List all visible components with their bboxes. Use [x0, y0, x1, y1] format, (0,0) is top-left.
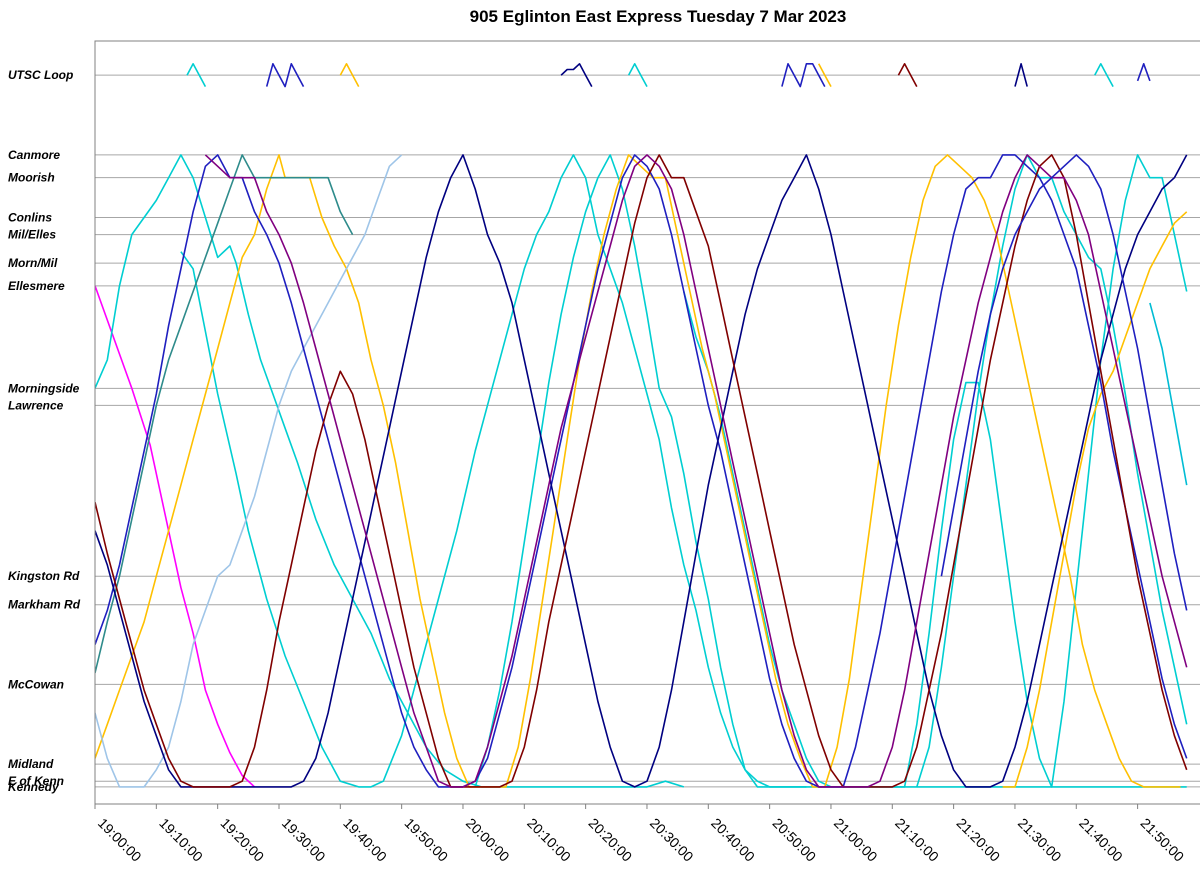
stop-label-4: Mil/Elles	[8, 228, 56, 242]
x-tick-label-0: 19:00:00	[95, 815, 145, 865]
stop-label-14: Kennedy	[8, 780, 60, 794]
trip-line-19	[560, 63, 593, 87]
trip-line-10	[95, 154, 354, 674]
stop-label-2: Moorish	[8, 171, 55, 185]
stop-label-11: McCowan	[8, 677, 64, 691]
x-tick-label-3: 19:30:00	[279, 815, 329, 865]
trip-line-23	[897, 63, 918, 87]
trip-line-8	[1002, 211, 1188, 788]
trip-line-4	[683, 154, 1188, 788]
trip-line-5	[916, 154, 1188, 788]
trip-line-18	[339, 63, 360, 87]
trip-line-20	[627, 63, 648, 87]
stop-label-12: Midland	[8, 757, 54, 771]
x-tick-label-17: 21:50:00	[1137, 815, 1187, 865]
trip-lines	[95, 63, 1188, 788]
trip-line-13	[95, 154, 1188, 788]
trip-line-1	[95, 154, 685, 788]
stop-label-5: Morn/Mil	[8, 256, 58, 270]
x-tick-label-15: 21:30:00	[1015, 815, 1065, 865]
stop-label-3: Conlins	[8, 211, 52, 225]
trip-line-25	[1093, 63, 1114, 87]
x-tick-label-11: 20:50:00	[770, 815, 820, 865]
trip-line-14	[204, 154, 1188, 788]
trip-line-12	[95, 154, 1188, 788]
trip-line-22	[817, 63, 832, 87]
x-tick-label-7: 20:10:00	[524, 815, 574, 865]
trip-line-15	[940, 154, 1188, 611]
trip-line-2	[180, 154, 807, 788]
stop-label-7: Morningside	[8, 381, 80, 395]
stop-label-1: Canmore	[8, 148, 60, 162]
x-tick-label-5: 19:50:00	[402, 815, 452, 865]
x-tick-label-12: 21:00:00	[831, 815, 881, 865]
x-tick-label-4: 19:40:00	[340, 815, 390, 865]
trip-line-9	[95, 154, 403, 788]
stop-labels: UTSC Loop Canmore Moorish Conlins Mil/Elles M…	[8, 68, 81, 794]
x-tick-label-2: 19:20:00	[218, 815, 268, 865]
chart-title: 905 Eglinton East Express Tuesday 7 Mar …	[470, 7, 847, 26]
time-axis: 19:00:00 19:10:00 19:20:00 19:30:00 19:40:00…	[94, 804, 1187, 865]
trip-line-17	[265, 63, 305, 88]
stop-label-8: Lawrence	[8, 398, 64, 412]
x-tick-label-13: 21:10:00	[892, 815, 942, 865]
x-tick-label-14: 21:20:00	[953, 815, 1003, 865]
trip-line-0	[95, 285, 256, 788]
x-tick-label-8: 20:20:00	[586, 815, 636, 865]
stop-label-0: UTSC Loop	[8, 68, 73, 82]
stop-label-10: Markham Rd	[8, 598, 81, 612]
x-tick-label-9: 20:30:00	[647, 815, 697, 865]
stop-label-13: E of Kenn	[8, 774, 64, 788]
x-tick-label-6: 20:00:00	[463, 815, 513, 865]
trip-line-11	[95, 154, 1188, 788]
x-tick-label-16: 21:40:00	[1076, 815, 1126, 865]
stop-label-6: Ellesmere	[8, 279, 65, 293]
trip-line-24	[1014, 63, 1028, 87]
trip-line-16	[186, 63, 207, 87]
stop-label-9: Kingston Rd	[8, 569, 80, 583]
trip-line-26	[1136, 63, 1151, 82]
plot-frame	[94, 40, 1200, 805]
trip-line-7	[95, 154, 1181, 788]
x-tick-label-1: 19:10:00	[156, 815, 206, 865]
x-tick-label-10: 20:40:00	[708, 815, 758, 865]
trip-line-6	[1149, 302, 1188, 486]
trip-line-21	[781, 63, 826, 88]
